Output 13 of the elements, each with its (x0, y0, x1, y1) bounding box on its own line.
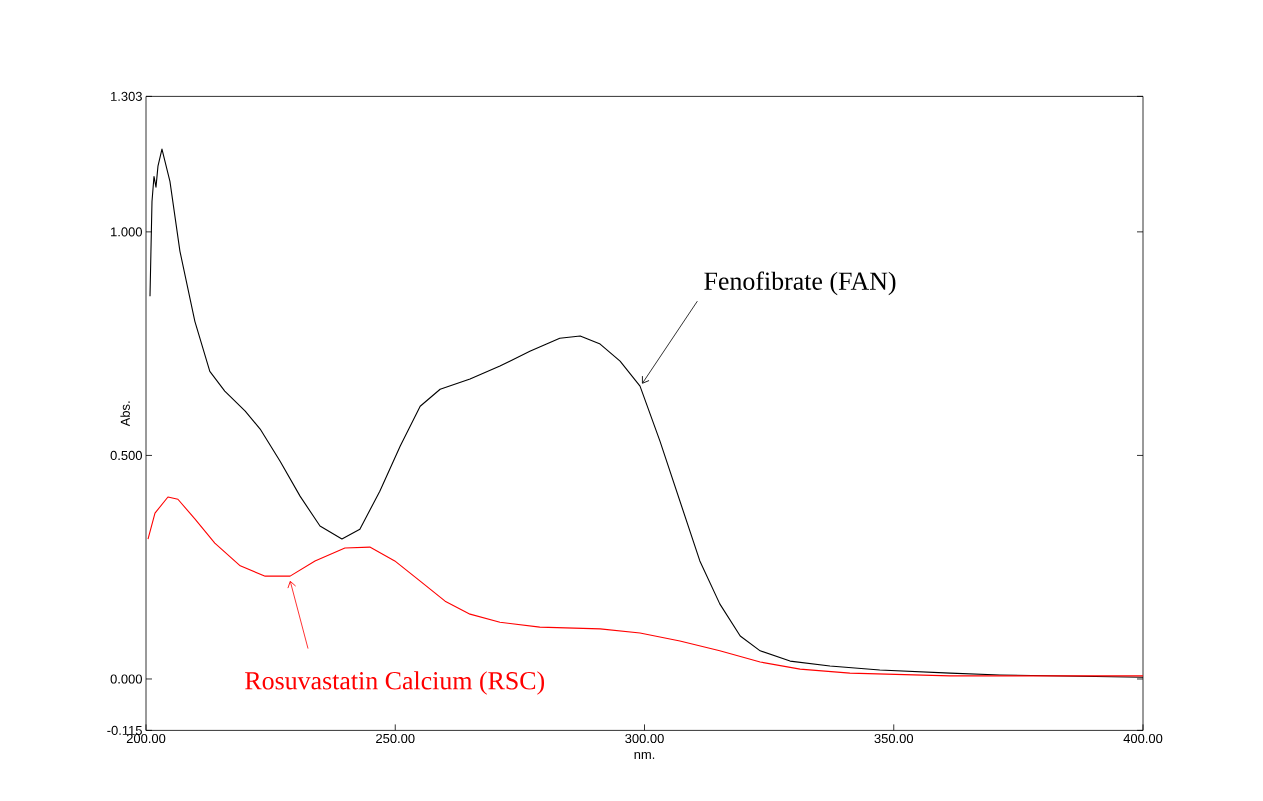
x-tick-label: 350.00 (874, 733, 914, 744)
x-tick-label: 300.00 (625, 733, 664, 744)
y-tick-label: 0.500 (110, 450, 142, 461)
y-tick-label: 1.303 (111, 91, 142, 101)
y-axis-title: Abs. (120, 401, 130, 427)
y-tick-label: 0.000 (110, 674, 142, 684)
y-tick-label: -0.115 (107, 725, 142, 735)
x-axis-title: nm. (634, 751, 655, 759)
x-tick-label: 400.00 (1123, 733, 1163, 744)
annotation: Rosuvastatin Calcium (RSC) (245, 671, 545, 695)
y-tick-label: 1.000 (111, 227, 142, 237)
x-tick-label: 250.00 (376, 733, 415, 744)
annotation: Fenofibrate (FAN) (704, 271, 896, 296)
